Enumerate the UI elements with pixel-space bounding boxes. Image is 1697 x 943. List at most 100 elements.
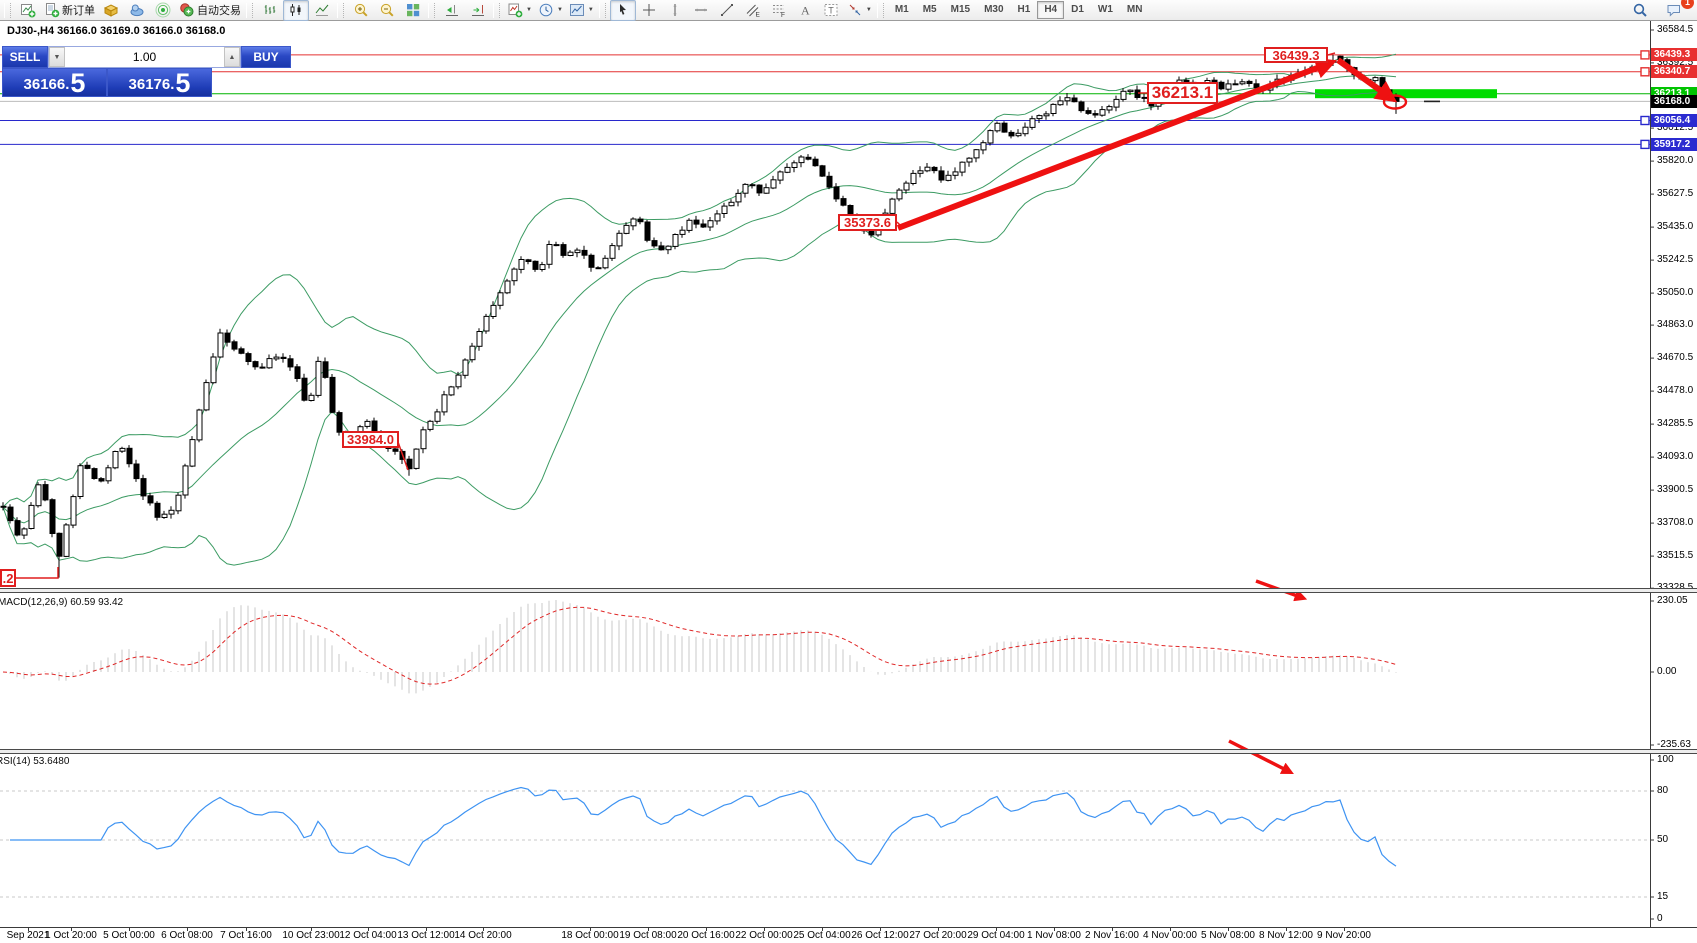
toolbar-signal-button[interactable]: [150, 0, 176, 21]
rsi-panel-splitter[interactable]: [0, 749, 1697, 754]
toolbar-hline-button[interactable]: [688, 0, 714, 21]
timeframe-m5-button[interactable]: M5: [922, 4, 937, 15]
chart-title: DJ30-,H4 36166.0 36169.0 36166.0 36168.0: [7, 25, 226, 37]
volume-input[interactable]: [65, 47, 224, 67]
toolbar-cursor-button[interactable]: [609, 0, 636, 21]
macd-axis-tick: 0.00: [1657, 666, 1677, 677]
time-axis[interactable]: Sep 2021 1 Oct 20:00 5 Oct 00:00 6 Oct 08:0…: [0, 927, 1697, 943]
svg-text:A: A: [801, 4, 810, 18]
price-annotation-label[interactable]: .2: [0, 569, 16, 587]
timeframe-h4-button[interactable]: H4: [1037, 1, 1065, 19]
toolbar-crosshair-button[interactable]: [636, 0, 662, 21]
toolbar-new-order-button[interactable]: 新订单: [41, 0, 98, 21]
toolbar-group-grip: [493, 2, 500, 18]
toolbar-autotrade-button[interactable]: 自动交易: [176, 0, 244, 21]
toolbar-trendline-button[interactable]: [714, 0, 740, 21]
time-axis-label: 6 Oct 08:00: [161, 930, 213, 941]
chart-shift-icon: [444, 2, 460, 18]
toolbar-zoom-in-button[interactable]: [348, 0, 374, 21]
timeframe-d1-button[interactable]: D1: [1071, 4, 1084, 15]
price-annotation-label[interactable]: 35373.6: [838, 214, 897, 231]
crosshair-icon: [641, 2, 657, 18]
new-order-label: 新订单: [62, 5, 95, 17]
sell-button[interactable]: SELL: [2, 46, 48, 68]
time-axis-tick-mark: [590, 928, 591, 931]
time-axis-tick-mark: [1228, 928, 1229, 931]
notification-badge: 1: [1681, 0, 1694, 9]
toolbar-template-button[interactable]: ▼: [566, 0, 597, 21]
price-annotation-label[interactable]: 33984.0: [342, 431, 399, 448]
time-axis-label: 5 Nov 08:00: [1201, 930, 1255, 941]
price-axis-tick: 34863.0: [1657, 319, 1694, 330]
toolbar-line-chart-button[interactable]: [309, 0, 335, 21]
toolbar-vline-button[interactable]: [662, 0, 688, 21]
volume-increase-button[interactable]: ▲: [224, 47, 240, 67]
price-axis-tick: 34670.5: [1657, 352, 1694, 363]
toolbar-arrows-tool-button[interactable]: ▼: [844, 0, 875, 21]
toolbar-chart-shift-button[interactable]: [439, 0, 465, 21]
toolbar-indicators-button[interactable]: ▼: [504, 0, 535, 21]
time-axis-label: 9 Nov 20:00: [1317, 930, 1371, 941]
price-axis-tick: 33328.5: [1657, 582, 1693, 594]
toolbar-search-button[interactable]: [1627, 0, 1653, 21]
vline-icon: [667, 2, 683, 18]
text-label-icon: T: [823, 2, 839, 18]
channel-icon: E: [745, 2, 761, 18]
clock-icon: [538, 2, 554, 18]
time-axis-label: 26 Oct 12:00: [851, 930, 909, 941]
signal-icon: [155, 2, 171, 18]
toolbar-auto-scroll-button[interactable]: [465, 0, 491, 21]
macd-panel-splitter[interactable]: [0, 588, 1697, 593]
toolbar-candles-button[interactable]: [283, 0, 309, 21]
toolbar-gold-box-button[interactable]: [98, 0, 124, 21]
time-axis-label: 29 Oct 04:00: [967, 930, 1025, 941]
toolbar-zoom-out-button[interactable]: [374, 0, 400, 21]
toolbar-text-label-button[interactable]: T: [818, 0, 844, 21]
svg-text:T: T: [828, 6, 834, 16]
buy-button[interactable]: BUY: [241, 46, 291, 68]
toolbar-chat-button[interactable]: 1: [1661, 0, 1694, 21]
autotrade-icon: [179, 2, 195, 18]
time-axis-label: 14 Oct 20:00: [454, 930, 512, 941]
price-annotation-label[interactable]: 36213.1: [1147, 82, 1218, 104]
toolbar-cloud-user-button[interactable]: [124, 0, 150, 21]
macd-axis-tick: -235.63: [1657, 739, 1691, 750]
indicators-icon: [507, 2, 523, 18]
toolbar-group-grip: [4, 2, 11, 18]
timeframe-mn-button[interactable]: MN: [1126, 4, 1143, 15]
time-axis-label: 12 Oct 04:00: [339, 930, 397, 941]
price-axis-tick: 35627.5: [1657, 188, 1694, 199]
candles-icon: [288, 2, 304, 18]
toolbar-clock-button[interactable]: ▼: [535, 0, 566, 21]
timeframe-h1-button[interactable]: H1: [1017, 4, 1031, 15]
line-chart-icon: [314, 2, 330, 18]
time-axis-label: 1 Oct 20:00: [45, 930, 97, 941]
price-annotation-label[interactable]: 36439.3: [1264, 47, 1328, 63]
volume-decrease-button[interactable]: ▼: [49, 47, 65, 67]
time-axis-label: 5 Oct 00:00: [103, 930, 155, 941]
sell-price-display[interactable]: 36166. 5: [2, 68, 107, 97]
time-axis-label: Sep 2021: [6, 930, 50, 941]
timeframe-m15-button[interactable]: M15: [950, 4, 971, 15]
toolbar-text-button[interactable]: A: [792, 0, 818, 21]
time-axis-tick-mark: [1112, 928, 1113, 931]
price-axis-tick: 34285.5: [1657, 418, 1694, 429]
time-axis-tick-mark: [71, 928, 72, 931]
timeframe-m30-button[interactable]: M30: [984, 4, 1004, 15]
sell-price-main: 36166.: [23, 76, 70, 93]
gold-box-icon: [103, 2, 119, 18]
toolbar-bars-button[interactable]: [257, 0, 283, 21]
time-axis-tick-mark: [648, 928, 649, 931]
buy-price-main: 36176.: [128, 76, 175, 93]
time-axis-tick-mark: [1286, 928, 1287, 931]
toolbar-new-chart-button[interactable]: [15, 0, 41, 21]
toolbar-tiles-button[interactable]: [400, 0, 426, 21]
rsi-axis-tick: 50: [1657, 834, 1669, 845]
toolbar-fibo-button[interactable]: F: [766, 0, 792, 21]
buy-price-display[interactable]: 36176. 5: [107, 68, 212, 97]
toolbar-channel-button[interactable]: E: [740, 0, 766, 21]
timeframe-m1-button[interactable]: M1: [894, 4, 909, 15]
timeframe-w1-button[interactable]: W1: [1097, 4, 1113, 15]
